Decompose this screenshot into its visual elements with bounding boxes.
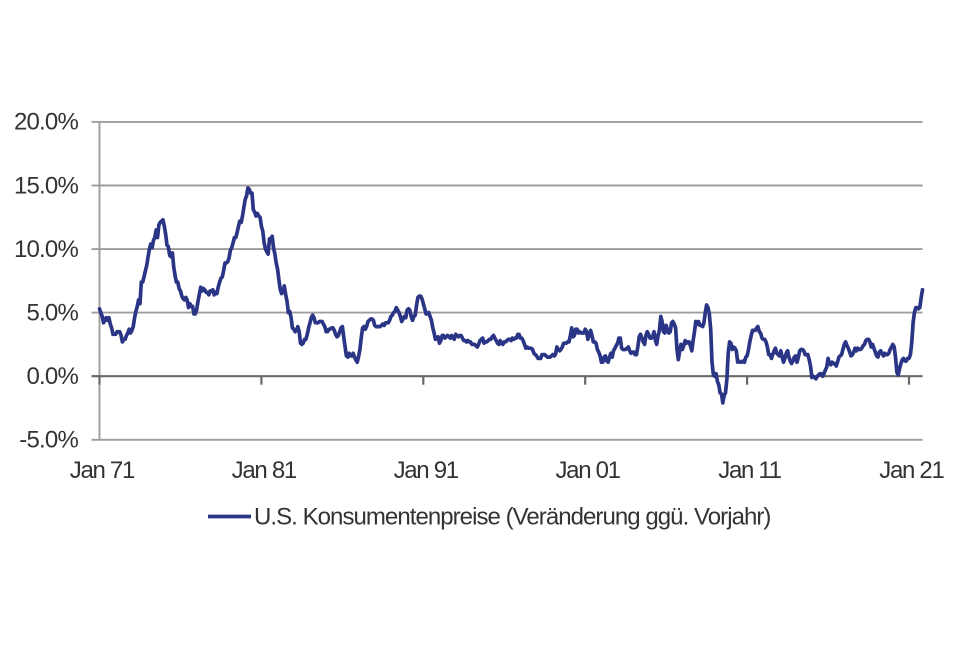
svg-text:Jan 21: Jan 21 xyxy=(879,457,944,484)
svg-text:Jan 81: Jan 81 xyxy=(232,457,297,484)
svg-text:0.0%: 0.0% xyxy=(26,363,78,390)
svg-text:Jan 11: Jan 11 xyxy=(718,457,781,484)
svg-text:15.0%: 15.0% xyxy=(14,172,79,199)
svg-text:Jan 01: Jan 01 xyxy=(555,457,620,484)
svg-text:U.S. Konsumentenpreise (Veränd: U.S. Konsumentenpreise (Veränderung ggü.… xyxy=(254,504,770,531)
svg-text:10.0%: 10.0% xyxy=(14,236,79,263)
svg-text:Jan 71: Jan 71 xyxy=(70,457,135,484)
svg-text:Jan 91: Jan 91 xyxy=(394,457,459,484)
svg-text:-5.0%: -5.0% xyxy=(19,427,78,454)
svg-text:20.0%: 20.0% xyxy=(14,109,79,136)
svg-text:5.0%: 5.0% xyxy=(26,299,78,326)
